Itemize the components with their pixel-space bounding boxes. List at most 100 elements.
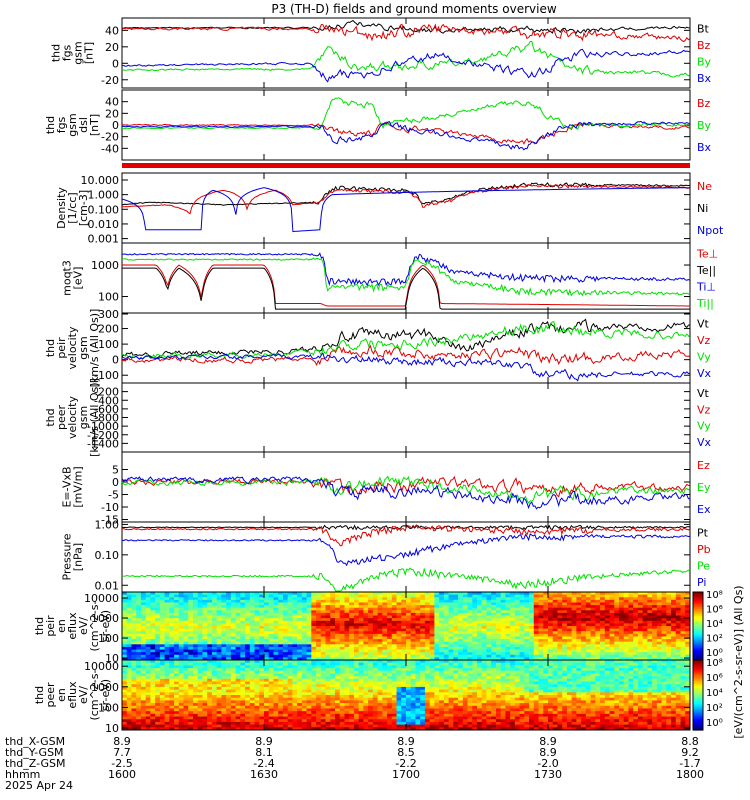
heatmap-cell [415,684,421,688]
heatmap-cell [297,633,303,637]
heatmap-cell [292,594,298,598]
heatmap-cell [320,626,327,630]
heatmap-cell [590,599,596,603]
heatmap-cell [126,597,132,601]
heatmap-cell [448,620,454,624]
heatmap-cell [538,618,544,622]
heatmap-cell [372,676,379,680]
heatmap-cell [566,594,573,598]
heatmap-cell [410,716,416,720]
heatmap-cell [178,727,185,731]
heatmap-cell [183,668,189,672]
heatmap-cell [136,657,142,661]
heatmap-cell [287,676,293,680]
heatmap-cell [178,644,185,648]
heatmap-cell [358,708,364,712]
heatmap-cell [675,657,682,661]
heatmap-cell [216,615,222,619]
heatmap-cell [122,713,128,718]
heatmap-cell [325,673,331,677]
heatmap-cell [249,626,256,630]
heatmap-cell [197,700,203,704]
heatmap-cell [159,676,166,680]
heatmap-cell [420,639,426,643]
heatmap-cell [623,626,629,630]
heatmap-cell [581,628,587,632]
heatmap-cell [136,607,142,611]
heatmap-cell [216,639,222,643]
heatmap-cell [301,657,308,661]
heatmap-cell [145,620,151,624]
heatmap-cell [240,703,246,707]
heatmap-cell [443,612,450,617]
heatmap-cell [122,665,128,669]
heatmap-cell [249,684,256,688]
heatmap-cell [538,649,544,653]
heatmap-cell [140,612,147,617]
heatmap-cell [249,673,256,677]
heatmap-cell [240,662,246,666]
heatmap-cell [557,610,563,614]
heatmap-cell [150,615,156,619]
heatmap-cell [150,716,156,720]
heatmap-cell [666,618,672,622]
heatmap-cell [178,660,185,664]
heatmap-cell [368,711,374,715]
heatmap-cell [273,676,279,680]
heatmap-cell [230,689,237,693]
heatmap-cell [543,657,549,661]
heatmap-cell [675,602,682,606]
heatmap-cell [680,605,686,609]
heatmap-cell [136,676,142,680]
heatmap-cell [406,684,412,688]
heatmap-cell [406,623,412,627]
heatmap-cell [661,654,667,658]
heatmap-cell [410,654,416,658]
heatmap-cell [164,615,170,619]
heatmap-cell [202,605,208,609]
heatmap-cell [415,641,421,645]
heatmap-cell [226,631,232,635]
heatmap-cell [377,670,383,674]
heatmap-cell [382,639,388,643]
heatmap-cell [458,597,464,601]
heatmap-cell [207,644,213,648]
heatmap-cell [320,689,327,693]
heatmap-cell [193,689,199,693]
heatmap-cell [211,727,218,731]
heatmap-cell [585,594,592,598]
heatmap-cell [410,652,416,656]
heatmap-cell [585,610,592,614]
heatmap-cell [188,684,194,688]
heatmap-cell [216,727,222,731]
heatmap-cell [136,620,142,624]
heatmap-cell [216,686,222,691]
heatmap-cell [538,644,544,648]
heatmap-cell [410,662,416,666]
heatmap-cell [519,594,525,598]
heatmap-cell [401,602,407,606]
y-axis-label: [mV/m] [72,466,85,507]
y-axis-label: velocity [66,326,79,369]
heatmap-cell [652,610,658,614]
heatmap-cell [557,615,563,619]
heatmap-cell [600,618,606,622]
heatmap-cell [358,673,364,677]
heatmap-cell [396,665,402,669]
heatmap-cell [183,605,189,609]
heatmap-cell [211,597,218,601]
heatmap-cell [320,703,327,707]
heatmap-cell [642,594,648,598]
heatmap-cell [562,620,568,624]
heatmap-cell [353,692,360,696]
heatmap-cell [145,646,151,651]
heatmap-cell [126,592,132,596]
heatmap-cell [202,662,208,666]
heatmap-cell [548,644,554,648]
heatmap-cell [595,626,601,630]
heatmap-cell [358,719,364,723]
heatmap-cell [268,646,274,651]
heatmap-cell [316,649,322,653]
heatmap-cell [297,594,303,598]
y-tick-label: -40 [101,142,119,155]
